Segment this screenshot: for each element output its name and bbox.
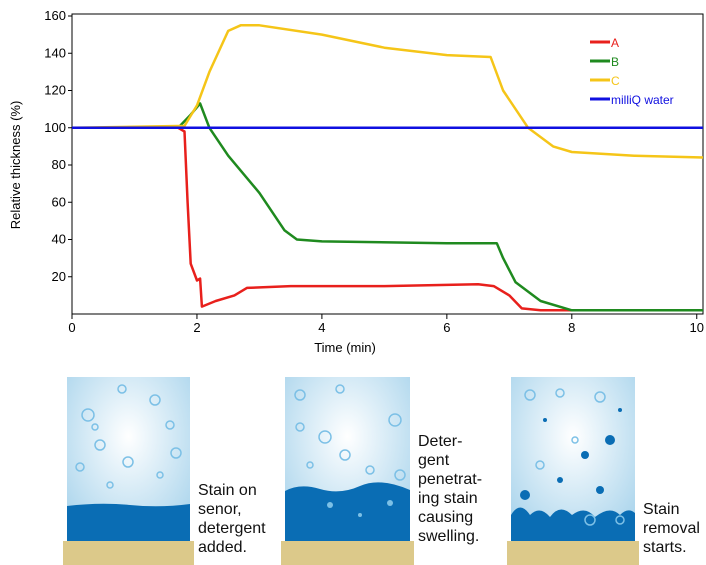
plot-frame [71,13,704,315]
panel-caption: Stain on senor, detergent added. [198,482,266,556]
legend-label: B [611,55,619,69]
x-tick-label: 8 [568,320,575,335]
x-tick-label: 6 [443,320,450,335]
y-tick-label: 140 [44,45,66,60]
panel-caption: Stain removal starts. [643,501,700,556]
x-axis-label: Time (min) [314,340,376,355]
panel-1 [63,377,194,565]
legend-label: C [611,74,620,88]
y-tick-label: 100 [44,120,66,135]
y-axis-label: Relative thickness (%) [8,101,23,230]
series-line [71,24,704,159]
chart: Time (min) Relative thickness (%) 204060… [8,8,704,355]
y-tick-label: 120 [44,83,66,98]
legend-label: A [611,36,619,50]
x-tick-label: 10 [690,320,704,335]
y-tick-label: 160 [44,8,66,23]
y-tick-label: 20 [52,269,66,284]
panel-2 [281,377,414,565]
series-line [72,126,703,312]
panel-3 [507,377,639,565]
y-tick-label: 60 [52,194,66,209]
x-tick-label: 2 [193,320,200,335]
panel-caption: Deter-gent penetrat-ing stain causing sw… [418,433,483,545]
x-tick-label: 4 [318,320,325,335]
y-tick-label: 80 [52,157,66,172]
series-line [72,102,703,312]
legend-label: milliQ water [611,93,674,107]
x-tick-label: 0 [68,320,75,335]
y-tick-label: 40 [52,232,66,247]
illustrations [63,377,639,565]
